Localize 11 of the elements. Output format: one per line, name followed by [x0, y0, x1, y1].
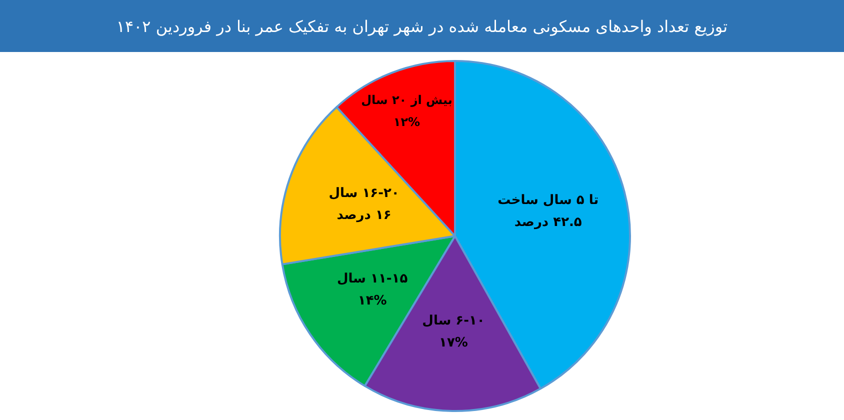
slice-label: ۱۱-۱۵ سال [337, 271, 408, 286]
data-label: ۱۷% [439, 336, 468, 351]
slice-label: ۱۶-۲۰ سال [328, 186, 400, 201]
slice-label: ۶-۱۰ سال [422, 314, 485, 329]
data-label: ۱۴% [358, 293, 387, 308]
slice-label: تا ۵ سال ساخت [498, 193, 599, 208]
data-label: ۱۲% [393, 115, 420, 130]
chart-title: توزیع تعداد واحدهای مسکونی معامله شده در شهر تهران به تفکیک عمر بنا در فروردین ۱۴۰۲ [0, 0, 844, 52]
slice-label: بیش از ۲۰ سال [361, 93, 452, 108]
data-label: ۴۲.۵ درصد [514, 215, 582, 230]
data-label: ۱۶ درصد [336, 208, 392, 223]
